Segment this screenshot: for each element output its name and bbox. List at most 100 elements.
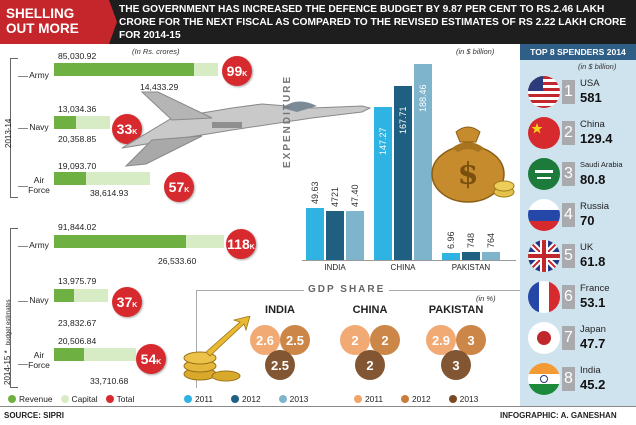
- exp-category-label: PAKISTAN: [451, 263, 491, 272]
- tick: [18, 301, 28, 302]
- russia-flag-icon: [528, 199, 560, 231]
- budget-unit: (In Rs. crores): [132, 47, 180, 56]
- value-capital: 20,358.85: [58, 134, 97, 144]
- k-suffix: K: [132, 302, 138, 309]
- value-capital: 38,614.93: [90, 188, 129, 198]
- gdp-country-title: PAKISTAN: [428, 304, 484, 316]
- bar-capital: [74, 289, 108, 302]
- legend-swatch-2013: [278, 395, 287, 403]
- exp-bar: [482, 252, 500, 260]
- bar-revenue: [54, 63, 194, 76]
- tick: [18, 186, 28, 187]
- value-revenue: 85,030.92: [58, 51, 97, 61]
- legend-total: Total: [116, 394, 135, 404]
- footer-credit: INFOGRAPHIC: A. GANESHAN: [500, 411, 617, 420]
- total-value: 37: [116, 294, 133, 310]
- legend-swatch-2011: [184, 395, 192, 403]
- france-flag-icon: [528, 281, 560, 313]
- year-2014-note: budget estimates: [6, 299, 12, 346]
- tick: [18, 246, 28, 247]
- value-revenue: 19,093.70: [58, 161, 97, 171]
- money-bag-illustration: $: [431, 126, 515, 203]
- fighter-jet-illustration: [121, 91, 372, 167]
- exp-data-label: 49.63: [310, 181, 320, 205]
- total-circle: 118 K: [226, 229, 256, 259]
- gdp-circle: 2.6: [250, 325, 280, 355]
- headline: THE GOVERNMENT HAS INCREASED THE DEFENCE…: [109, 0, 636, 44]
- exp-category-label: CHINA: [390, 263, 416, 272]
- bar-capital: [186, 235, 224, 248]
- country-name: France: [580, 283, 610, 294]
- legend-exp-2013: 2013: [289, 394, 309, 404]
- exp-data-label: 47.40: [350, 184, 360, 207]
- total-circle: 54 K: [136, 344, 166, 374]
- legend-swatch-capital: [60, 395, 69, 403]
- legend-expenditure: 2011 2012 2013: [176, 392, 308, 406]
- tag-line-2: OUT MORE: [6, 21, 79, 36]
- spend-value: 45.2: [580, 377, 606, 392]
- bar-revenue: [54, 348, 84, 361]
- year-2013: 2013-14: [4, 118, 13, 148]
- gdp-country-title: CHINA: [352, 304, 388, 316]
- svg-text:$: $: [458, 157, 479, 192]
- country-name: Saudi Arabia: [580, 160, 623, 169]
- spend-value: 61.8: [580, 254, 606, 269]
- k-suffix: K: [242, 71, 248, 78]
- exp-bar: [326, 210, 344, 260]
- legend-swatch-2012: [231, 395, 240, 403]
- exp-data-label: 188.46: [418, 84, 428, 112]
- legend-swatch-revenue: [8, 395, 16, 403]
- gdp-circle: 2: [355, 350, 385, 380]
- headline-tag: SHELLING OUT MORE: [0, 0, 109, 44]
- gdp-unit: (in %): [476, 294, 496, 303]
- value-revenue: 20,506.84: [58, 336, 97, 346]
- rank-number: 1: [562, 80, 575, 104]
- exp-bar: [306, 208, 324, 260]
- uk-flag-icon: [528, 240, 560, 272]
- exp-bar: [462, 252, 480, 260]
- total-circle: 37 K: [112, 287, 142, 317]
- gdp-circle: 3: [441, 350, 471, 380]
- cat-army: Army: [29, 240, 49, 250]
- exp-bar: [374, 106, 392, 260]
- bracket-2014: [10, 228, 18, 388]
- exp-data-label: 764: [486, 233, 496, 249]
- india-flag-icon: [528, 363, 560, 395]
- legend-gdp: 2011 2012 2013: [346, 392, 478, 406]
- total-value: 118: [227, 236, 250, 252]
- country-name: Russia: [580, 201, 610, 212]
- cat-airforce: Air Force: [28, 350, 50, 370]
- bracket-2013: [10, 58, 18, 198]
- total-value: 33: [116, 121, 133, 137]
- legend-exp-2011: 2011: [195, 394, 214, 404]
- bar-capital: [194, 63, 218, 76]
- value-revenue: 91,844.02: [58, 222, 97, 232]
- top8-title: TOP 8 SPENDERS 2014: [520, 44, 636, 60]
- k-suffix: K: [156, 359, 162, 366]
- total-circle: 57 K: [164, 172, 194, 202]
- headline-arrow: [109, 0, 117, 44]
- cat-navy: Navy: [29, 122, 49, 132]
- rank-number: 4: [562, 203, 575, 227]
- total-value: 57: [168, 179, 185, 195]
- exp-data-label: 4721: [330, 186, 340, 207]
- total-value: 54: [140, 351, 157, 367]
- legend-swatch-gdp-2012: [401, 395, 410, 403]
- k-suffix: K: [249, 244, 255, 251]
- usa-flag-icon: [528, 76, 560, 108]
- japan-flag-icon: [528, 322, 560, 354]
- rank-number: 5: [562, 244, 575, 268]
- legend-swatch-gdp-2013: [448, 395, 457, 403]
- exp-data-label: 748: [466, 233, 476, 249]
- legend-budget: Revenue Capital Total: [0, 392, 134, 406]
- exp-bar: [346, 210, 364, 260]
- exp-data-label: 147.27: [378, 127, 388, 155]
- legend-swatch-gdp-2011: [354, 395, 362, 403]
- gdp-circle: 2.5: [280, 325, 310, 355]
- total-circle: 99 K: [222, 56, 252, 86]
- footer-rule: [0, 406, 636, 407]
- tick: [18, 128, 28, 129]
- rank-number: 2: [562, 121, 575, 145]
- bar-capital: [86, 172, 150, 185]
- top8-panel: TOP 8 SPENDERS 2014 (in $ billion) 1 USA 5…: [520, 44, 636, 406]
